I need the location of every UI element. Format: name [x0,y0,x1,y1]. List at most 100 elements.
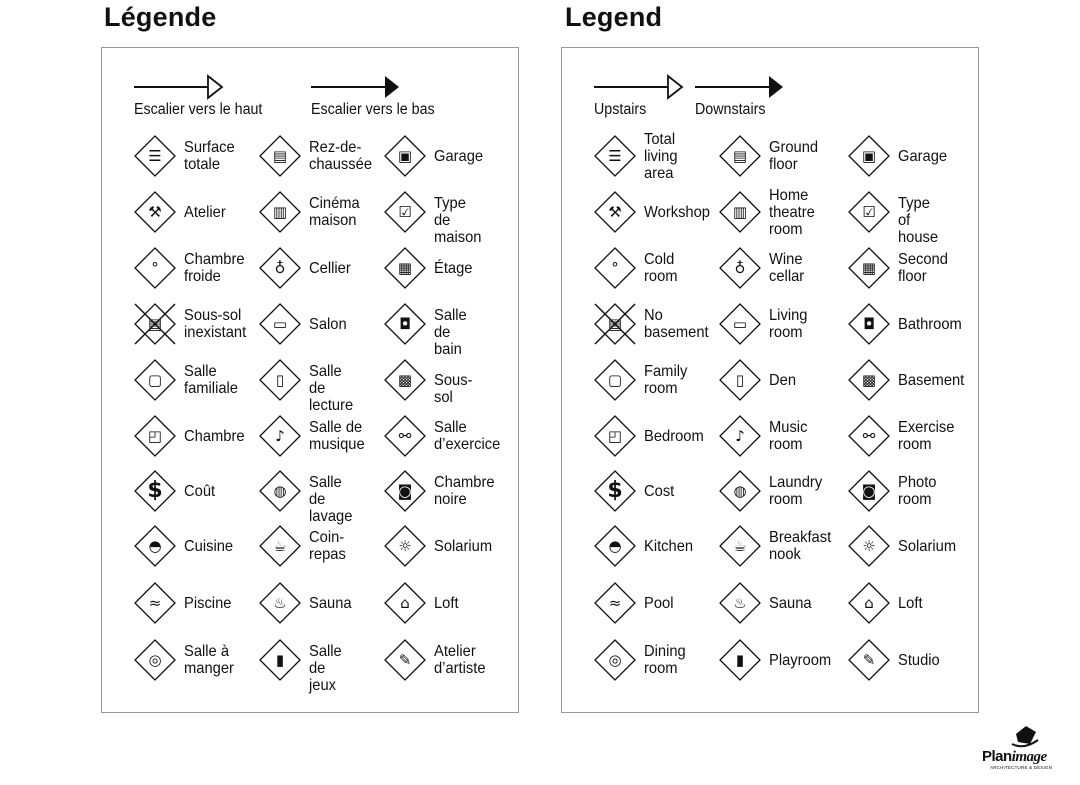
legend-item-label: Studio [898,651,940,669]
legend-item-label: Breakfast nook [769,529,832,563]
legend-item-label: Salle à manger [184,643,234,677]
basement-icon: ▩ [383,358,427,402]
home-theatre-icon: ▥ [718,190,762,234]
legend-item-label: Ground floor [769,139,819,173]
book-icon: ▯ [718,358,762,402]
legend-item-label: Sauna [309,594,352,612]
legend-item-label: Bedroom [644,427,704,445]
cooking-pot-icon: ◓ [133,524,177,568]
legend-item-label: Rez-de- chaussée [309,139,373,173]
legend-item-label: Surface totale [184,139,235,173]
legend-item-label: Basement [898,371,965,389]
second-floor-icon: ▦ [383,246,427,290]
camera-icon: ◙ [383,469,427,513]
legend-item-label: Sous-sol [434,371,473,406]
legend-item-label: Garage [898,147,948,165]
legend-item-label: Second floor [898,251,948,285]
no-basement-icon: ▤ [133,302,177,346]
upstairs-label: Escalier vers le haut [134,101,263,118]
legend-item-label: Salle d’exercice [434,419,501,453]
legend-item-label: Bathroom [898,315,962,333]
legend-item-label: Cost [644,482,675,500]
legend-item-label: Loft [434,594,459,612]
downstairs-arrow-icon [695,74,785,105]
playroom-icon: ▮ [718,638,762,682]
music-note-icon: ♪ [258,414,302,458]
home-theatre-icon: ▥ [258,190,302,234]
bed-icon: ◰ [593,414,637,458]
sun-icon: ☼ [847,524,891,568]
downstairs-label: Escalier vers le bas [311,101,435,118]
total-area-icon: ☰ [133,134,177,178]
downstairs-label: Downstairs [695,101,766,118]
legend-item-label: Playroom [769,651,832,669]
sauna-icon: ♨ [718,581,762,625]
legend-panel [561,47,979,713]
legend-panel [101,47,519,713]
legend-item-label: Chambre [184,427,245,445]
garage-icon: ▣ [847,134,891,178]
plate-icon: ◎ [133,638,177,682]
book-icon: ▯ [258,358,302,402]
bed-icon: ◰ [133,414,177,458]
pool-icon: ≈ [133,581,177,625]
palette-icon: ✎ [847,638,891,682]
basement-icon: ▩ [847,358,891,402]
legend-item-label: Laundry room [769,474,823,508]
total-area-icon: ☰ [593,134,637,178]
legend-title: Légende [104,2,217,32]
wine-icon: ♁ [718,246,762,290]
upstairs-label: Upstairs [594,101,647,118]
sofa-icon: ▭ [258,302,302,346]
legend-item-label: Music room [769,419,808,453]
legend-item-label: Piscine [184,594,232,612]
legend-item-label: Atelier d’artiste [434,643,486,677]
thermometer-icon: ° [593,246,637,290]
laundry-icon: ◍ [718,469,762,513]
legend-item-label: Workshop [644,203,710,221]
playroom-icon: ▮ [258,638,302,682]
hammer-icon: ⚒ [133,190,177,234]
legend-item-label: Cuisine [184,537,234,555]
sauna-icon: ♨ [258,581,302,625]
legend-item-label: Den [769,371,797,389]
tv-icon: ▢ [133,358,177,402]
legend-item-label: Étage [434,259,473,277]
legend-item-label: No basement [644,307,709,341]
plate-icon: ◎ [593,638,637,682]
legend-item-label: Salle familiale [184,363,238,397]
dollar-icon: $ [133,469,177,513]
planimage-logo: Planimage ARCHITECTURE & DESIGN [978,724,1072,774]
cooking-pot-icon: ◓ [593,524,637,568]
toilet-icon: ◘ [847,302,891,346]
toilet-icon: ◘ [383,302,427,346]
legend-title: Legend [565,2,663,32]
legend-item-label: Solarium [434,537,493,555]
legend-item-label: Salle de bain [434,307,467,358]
legend-item-label: Coin- repas [309,529,346,563]
thermometer-icon: ° [133,246,177,290]
palette-icon: ✎ [383,638,427,682]
legend-item-label: Living room [769,307,808,341]
tv-icon: ▢ [593,358,637,402]
legend-item-label: Salle de jeux [309,643,342,694]
legend-item-label: Total living area [644,130,678,182]
legend-item-label: Type de maison [434,195,482,246]
dumbbell-icon: ⚯ [847,414,891,458]
legend-item-label: Atelier [184,203,226,221]
coffee-cup-icon: ☕ [258,524,302,568]
garage-icon: ▣ [383,134,427,178]
pool-icon: ≈ [593,581,637,625]
legend-item-label: Cellier [309,259,351,277]
hammer-icon: ⚒ [593,190,637,234]
laundry-icon: ◍ [258,469,302,513]
dollar-icon: $ [593,469,637,513]
sofa-icon: ▭ [718,302,762,346]
legend-item-label: Family room [644,363,688,397]
legend-item-label: Sauna [769,594,812,612]
house-logo-icon [1011,726,1039,748]
camera-icon: ◙ [847,469,891,513]
legend-item-label: Photo room [898,474,937,508]
legend-item-label: Kitchen [644,537,694,555]
ground-floor-icon: ▤ [718,134,762,178]
